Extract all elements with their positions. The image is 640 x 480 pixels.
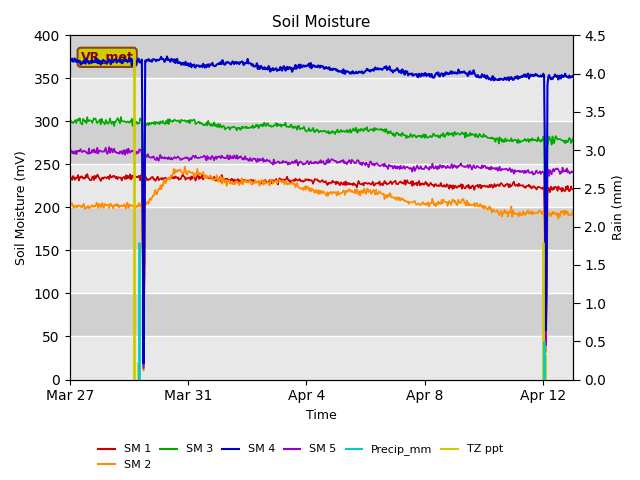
Bar xyxy=(70,293,573,336)
X-axis label: Time: Time xyxy=(306,409,337,422)
Bar xyxy=(70,121,573,165)
Text: VR_met: VR_met xyxy=(81,51,134,64)
Bar xyxy=(70,165,573,207)
Title: Soil Moisture: Soil Moisture xyxy=(272,15,371,30)
Legend: SM 1, SM 2, SM 3, SM 4, SM 5, Precip_mm, TZ ppt: SM 1, SM 2, SM 3, SM 4, SM 5, Precip_mm,… xyxy=(94,440,508,474)
Bar xyxy=(70,336,573,380)
Y-axis label: Rain (mm): Rain (mm) xyxy=(612,175,625,240)
Bar xyxy=(70,78,573,121)
Bar xyxy=(70,207,573,251)
Bar xyxy=(70,251,573,293)
Bar xyxy=(70,36,573,78)
Y-axis label: Soil Moisture (mV): Soil Moisture (mV) xyxy=(15,150,28,265)
